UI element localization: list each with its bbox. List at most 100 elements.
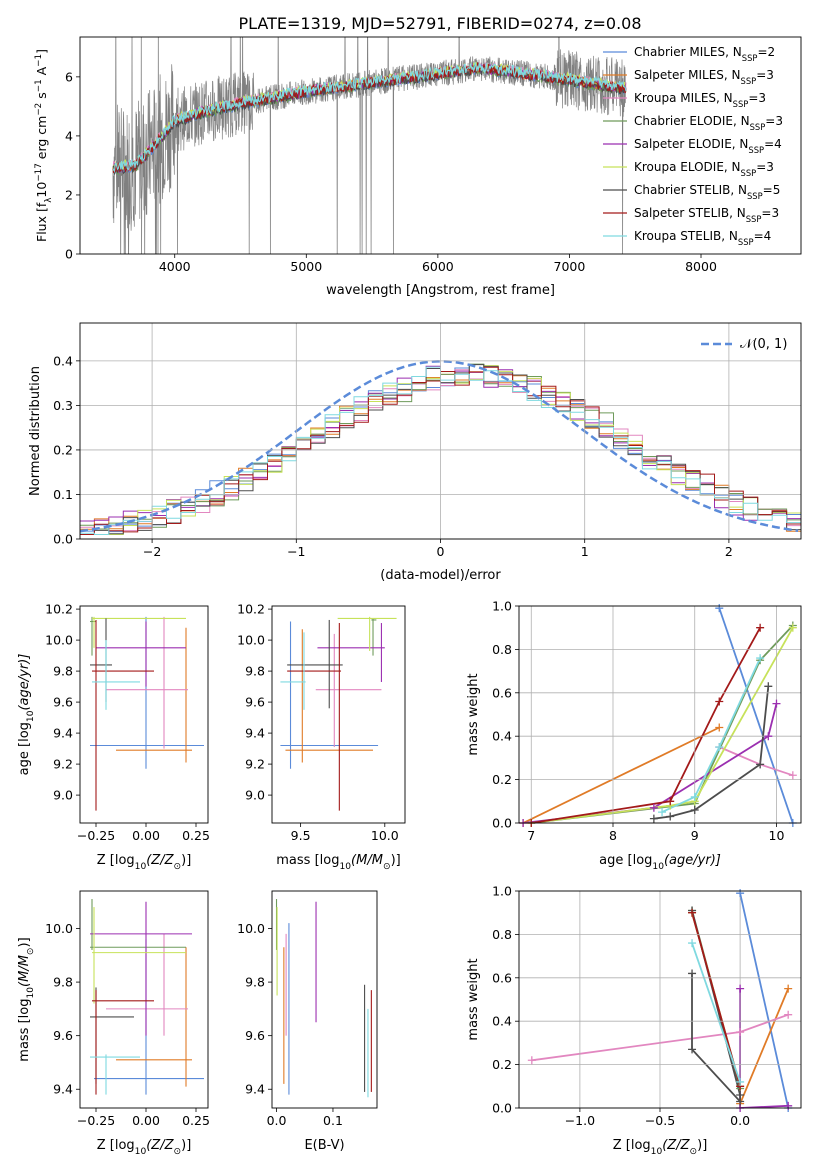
legend-entry: Kroupa ELODIE, NSSP=3 xyxy=(634,160,774,178)
y-tick-label: 9.8 xyxy=(53,975,73,990)
weight-marker xyxy=(784,984,793,993)
model-spectrum-8 xyxy=(112,62,627,174)
y-tick-label: 0.8 xyxy=(492,927,512,942)
weight-marker xyxy=(736,1028,745,1037)
legend-entry: Chabrier STELIB, NSSP=5 xyxy=(634,183,780,201)
x-tick-label: 0.25 xyxy=(182,1113,210,1128)
x-tick-label: 8 xyxy=(609,828,617,843)
y-tick-label: 10.0 xyxy=(237,921,265,936)
weight-marker xyxy=(658,808,667,817)
x-tick-label: 0.0 xyxy=(267,1113,287,1128)
x-tick-label: −1.0 xyxy=(565,1113,595,1128)
weight-marker xyxy=(772,699,781,708)
x-tick-label: 0.25 xyxy=(182,828,210,843)
weight-line-4 xyxy=(531,624,794,823)
axes-frame xyxy=(271,890,378,1109)
y-tick-label: 9.0 xyxy=(245,788,265,803)
x-axis-label: wavelength [Angstrom, rest frame] xyxy=(326,283,555,298)
x-tick-label: 10 xyxy=(769,828,785,843)
age_vs_mass-axes: 9.5 10.0 9.0 9.2 9.4 9.6 9.8 10.0 10.2 mass [log1… xyxy=(237,602,406,872)
gaussian-curve xyxy=(80,360,799,533)
y-tick-label: 1.0 xyxy=(492,884,512,899)
weight-line-9 xyxy=(661,657,761,813)
massweight_vs_age-plot-area xyxy=(522,607,794,823)
weight-line-3 xyxy=(718,746,794,777)
weight-marker xyxy=(715,743,724,752)
legend-entry: Salpeter STELIB, NSSP=3 xyxy=(634,206,779,224)
x-tick-label: 7000 xyxy=(554,259,586,274)
weight-marker xyxy=(764,732,773,741)
y-tick-label: 0.0 xyxy=(492,1101,512,1116)
y-tick-label: 0.4 xyxy=(492,729,512,744)
y-tick-label: 1.0 xyxy=(492,599,512,614)
weight-line-6 xyxy=(531,627,794,823)
y-tick-label: 9.6 xyxy=(245,1028,265,1043)
y-tick-label: 10.2 xyxy=(45,602,73,617)
y-tick-label: 9.6 xyxy=(53,1028,73,1043)
weight-marker xyxy=(690,792,699,801)
y-tick-label: 10.0 xyxy=(45,921,73,936)
y-axis-label: mass weight xyxy=(466,673,481,755)
x-tick-label: −2 xyxy=(143,544,161,559)
spectrum-axes: 4000 5000 6000 7000 8000 0 2 4 6 Chabrier MILES, … xyxy=(34,36,802,298)
weight-marker xyxy=(690,805,699,814)
y-tick-label: 0.2 xyxy=(492,1057,512,1072)
legend-entry: Kroupa MILES, NSSP=3 xyxy=(634,91,766,109)
age_vs_Z-axes: −0.25 0.00 0.25 9.0 9.2 9.4 9.6 9.8 10.0 10.2 Z [l… xyxy=(17,602,210,872)
spectrum-legend: Chabrier MILES, NSSP=2 Salpeter MILES, NS… xyxy=(603,45,783,247)
weight-marker xyxy=(756,623,765,632)
y-tick-label: 9.4 xyxy=(245,1082,265,1097)
y-tick-label: 9.8 xyxy=(245,975,265,990)
legend-entry: Kroupa STELIB, NSSP=4 xyxy=(634,229,771,247)
weight-marker xyxy=(649,814,658,823)
weight-marker xyxy=(756,654,765,663)
axes-frame xyxy=(271,605,406,824)
axes-frame xyxy=(518,890,802,1109)
y-tick-label: 2 xyxy=(65,187,73,202)
y-tick-label: 0.0 xyxy=(53,532,73,547)
spectrum-plot-area xyxy=(112,37,627,254)
massweight_vs_Z-plot-area xyxy=(531,893,790,1108)
weight-marker xyxy=(527,1056,536,1065)
mass_vs_ebv-plot-area xyxy=(275,899,372,1098)
y-tick-label: 0.8 xyxy=(492,642,512,657)
weight-marker xyxy=(736,1077,745,1086)
x-axis-label: Z [log10(Z/Z⊙)] xyxy=(97,853,192,872)
x-tick-label: 0.00 xyxy=(132,1113,160,1128)
massweight_vs_Z-axes: −1.0 −0.5 0.0 0.0 0.2 0.4 0.6 0.8 1.0 Z [log10(Z/… xyxy=(466,884,802,1157)
mass_vs_Z-plot-area xyxy=(90,899,204,1095)
weight-marker xyxy=(649,803,658,812)
legend-entry: Chabrier ELODIE, NSSP=3 xyxy=(634,114,783,132)
weight-marker xyxy=(715,604,724,613)
massweight_vs_age-axes: 7 8 9 10 0.0 0.2 0.4 0.6 0.8 1.0 age [log10(age/yr… xyxy=(466,599,802,872)
weight-marker xyxy=(688,969,697,978)
x-tick-label: 8000 xyxy=(685,259,717,274)
x-tick-label: 10.0 xyxy=(371,828,399,843)
y-tick-label: 9.4 xyxy=(245,726,265,741)
x-tick-label: 5000 xyxy=(290,259,322,274)
y-tick-label: 0.4 xyxy=(492,1014,512,1029)
y-axis-label: mass [log10(M/M⊙)] xyxy=(17,937,36,1061)
axes-frame xyxy=(79,322,802,540)
weight-line-1 xyxy=(718,607,794,823)
y-tick-label: 10.0 xyxy=(237,633,265,648)
age_vs_Z-plot-area xyxy=(90,616,204,811)
y-tick-label: 10.2 xyxy=(237,602,265,617)
x-tick-label: −0.25 xyxy=(77,1113,115,1128)
x-axis-label: Z [log10(Z/Z⊙)] xyxy=(613,1138,708,1157)
y-tick-label: 9.6 xyxy=(53,695,73,710)
weight-marker xyxy=(715,723,724,732)
y-tick-label: 0.2 xyxy=(53,442,73,457)
axes-frame xyxy=(79,605,209,824)
mass_vs_Z-axes: −0.25 0.00 0.25 9.4 9.6 9.8 10.0 Z [log10(Z/Z⊙)… xyxy=(17,890,210,1157)
y-tick-label: 6 xyxy=(65,69,73,84)
weight-line-9 xyxy=(691,942,741,1083)
x-tick-label: 2 xyxy=(725,544,733,559)
weight-marker xyxy=(784,1101,793,1110)
y-tick-label: 0.6 xyxy=(492,970,512,985)
y-tick-label: 0.0 xyxy=(492,816,512,831)
weight-marker xyxy=(736,984,745,993)
y-tick-label: 0.1 xyxy=(53,487,73,502)
x-tick-label: 0.00 xyxy=(132,828,160,843)
